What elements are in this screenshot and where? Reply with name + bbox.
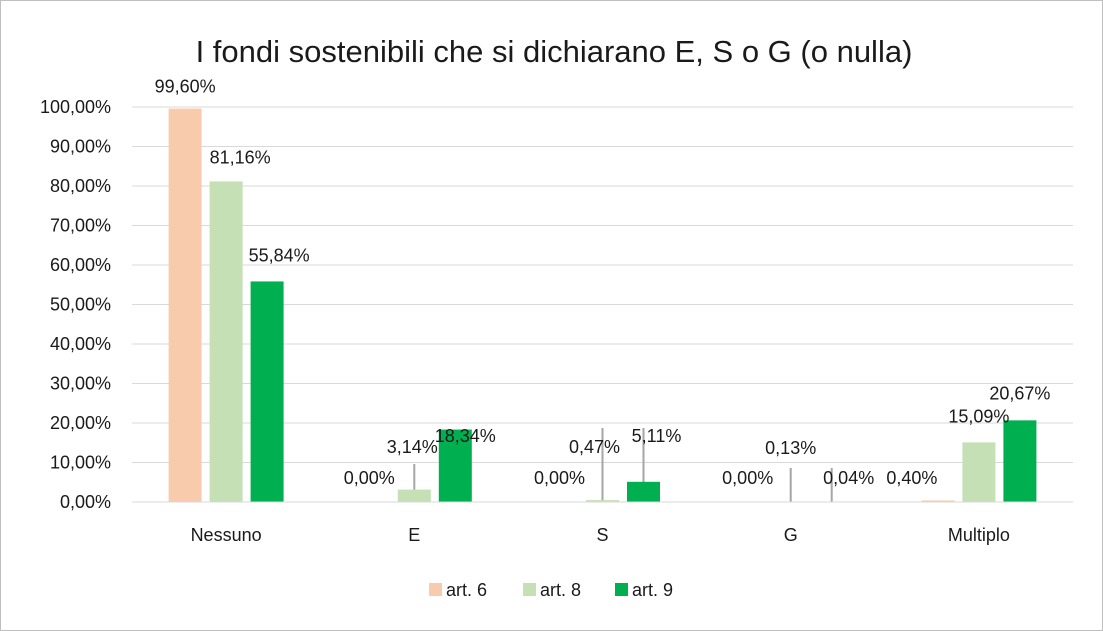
data-label: 0,40% bbox=[886, 468, 937, 488]
bar-art-9-e bbox=[438, 429, 472, 502]
bar-art-6-nessuno bbox=[168, 108, 202, 502]
x-category-label: G bbox=[784, 525, 798, 545]
x-category-label: S bbox=[596, 525, 608, 545]
bar-art-8-s bbox=[586, 500, 619, 502]
y-tick-label: 20,00% bbox=[50, 413, 111, 433]
legend-swatch bbox=[523, 583, 536, 596]
data-label: 15,09% bbox=[948, 406, 1009, 426]
data-label: 3,14% bbox=[387, 437, 438, 457]
legend-item-art-9: art. 9 bbox=[615, 580, 673, 600]
data-labels: 99,60% 81,16% 55,84% 0,00% 3,14%18,34% 0,00% 0… bbox=[155, 77, 1051, 488]
data-label: 81,16% bbox=[210, 147, 271, 167]
data-label: 0,00% bbox=[534, 468, 585, 488]
y-tick-label: 30,00% bbox=[50, 374, 111, 394]
bar-art-9-multiplo bbox=[1003, 420, 1037, 502]
x-axis-category-labels: Nessuno E S G Multiplo bbox=[191, 525, 1010, 545]
data-label: 18,34% bbox=[435, 426, 496, 446]
y-tick-label: 100,00% bbox=[40, 97, 111, 117]
data-label: 0,47% bbox=[569, 437, 620, 457]
data-label: 55,84% bbox=[249, 245, 310, 265]
data-label: 5,11% bbox=[632, 426, 682, 446]
y-tick-label: 60,00% bbox=[50, 255, 111, 275]
bar-art-9-s bbox=[627, 481, 660, 502]
data-label: 20,67% bbox=[989, 383, 1050, 403]
y-tick-label: 50,00% bbox=[50, 295, 111, 315]
legend-label: art. 9 bbox=[632, 580, 673, 600]
gridlines bbox=[132, 106, 1073, 463]
data-label: 0,00% bbox=[722, 468, 773, 488]
bar-art-8-multiplo bbox=[962, 442, 996, 502]
data-label: 0,00% bbox=[344, 468, 395, 488]
legend: art. 6 art. 8 art. 9 bbox=[429, 580, 673, 600]
y-tick-label: 0,00% bbox=[60, 492, 111, 512]
data-label: 99,60% bbox=[155, 77, 216, 97]
chart-title: I fondi sostenibili che si dichiarano E,… bbox=[196, 34, 913, 69]
bars bbox=[168, 108, 1037, 502]
y-tick-label: 40,00% bbox=[50, 334, 111, 354]
bar-art-6-multiplo bbox=[921, 500, 955, 502]
data-label: 0,13% bbox=[765, 438, 816, 458]
y-tick-label: 10,00% bbox=[50, 453, 111, 473]
y-axis-tick-labels: 0,00% 10,00% 20,00% 30,00% 40,00% 50,00% 60,00… bbox=[40, 97, 111, 512]
bar-art-9-nessuno bbox=[250, 281, 284, 502]
x-category-label: E bbox=[408, 525, 420, 545]
bar-art-8-e bbox=[397, 489, 431, 502]
legend-label: art. 6 bbox=[446, 580, 487, 600]
y-tick-label: 90,00% bbox=[50, 137, 111, 157]
legend-item-art-6: art. 6 bbox=[429, 580, 487, 600]
legend-swatch bbox=[429, 583, 442, 596]
x-category-label: Nessuno bbox=[191, 525, 262, 545]
y-tick-label: 80,00% bbox=[50, 176, 111, 196]
y-tick-label: 70,00% bbox=[50, 216, 111, 236]
legend-item-art-8: art. 8 bbox=[523, 580, 581, 600]
bar-art-8-nessuno bbox=[209, 181, 243, 502]
x-category-label: Multiplo bbox=[948, 525, 1010, 545]
legend-label: art. 8 bbox=[540, 580, 581, 600]
data-label: 0,04% bbox=[823, 468, 874, 488]
legend-swatch bbox=[615, 583, 628, 596]
